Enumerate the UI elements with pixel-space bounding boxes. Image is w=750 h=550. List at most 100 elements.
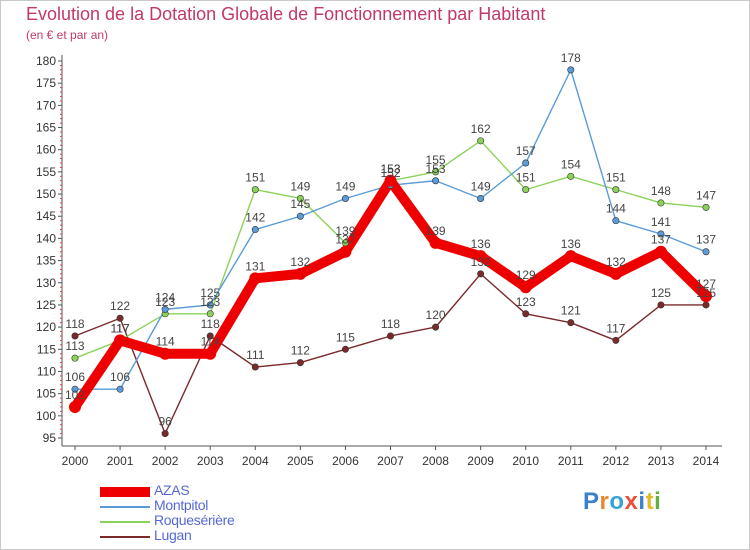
data-point bbox=[384, 174, 397, 187]
y-tick-label: 115 bbox=[37, 342, 56, 356]
data-point bbox=[702, 203, 710, 211]
data-point bbox=[296, 194, 304, 202]
y-tick-label: 105 bbox=[36, 387, 56, 401]
data-label: 141 bbox=[651, 215, 671, 229]
x-tick-label: 2013 bbox=[648, 454, 675, 468]
data-label: 148 bbox=[651, 184, 671, 198]
data-label: 153 bbox=[380, 162, 400, 176]
data-label: 144 bbox=[606, 202, 626, 216]
y-tick-label: 170 bbox=[36, 98, 56, 112]
data-label: 145 bbox=[290, 197, 310, 211]
data-label: 152 bbox=[380, 166, 400, 180]
y-tick-label: 160 bbox=[36, 143, 56, 157]
data-point bbox=[206, 332, 214, 340]
data-point bbox=[204, 347, 217, 360]
data-point bbox=[522, 310, 530, 318]
data-point bbox=[294, 267, 307, 280]
logo-letter: i bbox=[638, 488, 646, 515]
data-point bbox=[477, 137, 485, 145]
data-label: 117 bbox=[111, 321, 130, 335]
data-point bbox=[114, 334, 127, 347]
data-label: 117 bbox=[111, 321, 130, 335]
legend-swatch bbox=[100, 487, 150, 497]
data-label: 142 bbox=[245, 211, 265, 225]
x-tick-label: 2008 bbox=[422, 454, 449, 468]
y-tick-label: 125 bbox=[36, 298, 56, 312]
data-point bbox=[477, 270, 485, 278]
data-label: 137 bbox=[335, 233, 355, 247]
data-point bbox=[432, 168, 440, 176]
data-point bbox=[657, 230, 665, 238]
data-labels: 102 117 114 114 131 132 137 153 139 136 129 136 132 1… bbox=[65, 51, 716, 429]
x-tick-label: 2010 bbox=[512, 454, 539, 468]
y-tick-label: 155 bbox=[36, 165, 56, 179]
data-point bbox=[71, 354, 79, 362]
chart-axes: 95 100 105 110 115 120 125 130 135 140 145 150 155 16… bbox=[36, 54, 722, 468]
x-tick-label: 2005 bbox=[287, 454, 314, 468]
logo-letter: t bbox=[645, 488, 655, 515]
logo-letter: r bbox=[599, 488, 610, 515]
series-points bbox=[69, 66, 712, 438]
data-label: 154 bbox=[561, 157, 581, 171]
data-label: 137 bbox=[651, 233, 671, 247]
data-point bbox=[474, 250, 487, 263]
data-label: 112 bbox=[291, 344, 310, 358]
data-label: 123 bbox=[200, 295, 220, 309]
x-tick-label: 2011 bbox=[558, 454, 584, 468]
data-label: 137 bbox=[696, 233, 716, 247]
data-point bbox=[612, 186, 620, 194]
data-point bbox=[296, 212, 304, 220]
data-point bbox=[432, 323, 440, 331]
x-tick-label: 2007 bbox=[377, 454, 404, 468]
legend-label: Roquesérière bbox=[154, 512, 235, 528]
data-label: 149 bbox=[290, 179, 310, 193]
data-point bbox=[477, 194, 485, 202]
legend-label: Lugan bbox=[154, 527, 192, 543]
x-tick-label: 2012 bbox=[603, 454, 630, 468]
y-tick-label: 180 bbox=[36, 54, 56, 68]
data-point bbox=[249, 272, 262, 285]
data-label: 132 bbox=[290, 255, 310, 269]
data-point bbox=[702, 248, 710, 256]
data-label: 122 bbox=[110, 299, 130, 313]
data-label: 102 bbox=[65, 388, 85, 402]
logo-letter: i bbox=[654, 488, 662, 515]
data-point bbox=[522, 159, 530, 167]
data-label: 114 bbox=[201, 335, 220, 349]
data-label: 132 bbox=[606, 255, 626, 269]
data-label: 125 bbox=[696, 286, 716, 300]
data-label: 118 bbox=[201, 317, 220, 331]
data-label: 111 bbox=[246, 348, 265, 362]
data-point bbox=[567, 319, 575, 327]
x-tick-label: 2004 bbox=[242, 454, 269, 468]
data-label: 125 bbox=[200, 286, 220, 300]
chart-title: Evolution de la Dotation Globale de Fonc… bbox=[26, 4, 546, 24]
legend-swatch bbox=[100, 506, 150, 508]
data-label: 153 bbox=[380, 162, 400, 176]
data-label: 139 bbox=[335, 224, 355, 238]
data-label: 127 bbox=[696, 277, 716, 291]
data-label: 162 bbox=[471, 122, 491, 136]
data-point bbox=[69, 400, 81, 413]
data-point bbox=[339, 245, 352, 258]
x-tick-label: 2009 bbox=[467, 454, 494, 468]
x-tick-label: 2001 bbox=[107, 454, 134, 468]
data-point bbox=[251, 186, 259, 194]
data-label: 151 bbox=[245, 171, 265, 185]
y-tick-label: 135 bbox=[36, 254, 56, 268]
legend-label: Montpitol bbox=[154, 497, 209, 513]
x-tick-label: 2000 bbox=[62, 454, 89, 468]
x-tick-label: 2003 bbox=[197, 454, 224, 468]
legend-swatch bbox=[100, 536, 150, 538]
data-point bbox=[159, 347, 172, 360]
x-tick-label: 2014 bbox=[693, 454, 720, 468]
data-point bbox=[251, 363, 259, 371]
chart-subtitle: (en € et par an) bbox=[26, 28, 109, 42]
data-label: 106 bbox=[110, 370, 130, 384]
data-label: 123 bbox=[516, 295, 536, 309]
data-label: 151 bbox=[606, 171, 626, 185]
series-lines bbox=[70, 69, 711, 435]
logo-letter: o bbox=[609, 488, 625, 515]
data-label: 113 bbox=[65, 339, 84, 353]
logo-letter: P bbox=[583, 488, 600, 515]
